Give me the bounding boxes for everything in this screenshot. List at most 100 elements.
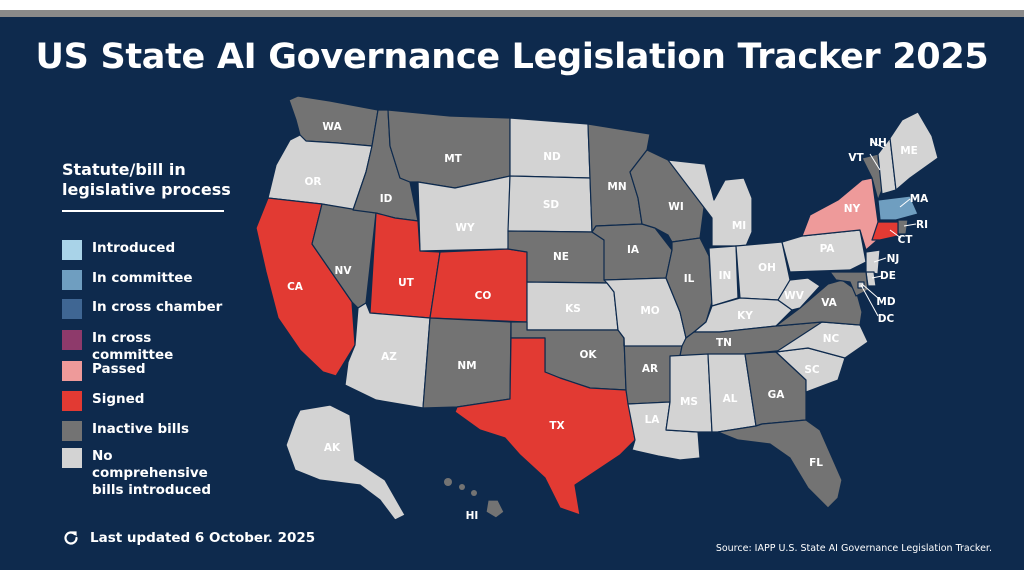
state-hi bbox=[485, 499, 505, 519]
top-accent-bar bbox=[0, 10, 1024, 17]
state-label-nm: NM bbox=[457, 360, 476, 372]
legend-label: Signed bbox=[92, 391, 145, 407]
state-label-fl: FL bbox=[809, 457, 823, 469]
state-label-mt: MT bbox=[444, 153, 462, 165]
state-label-sc: SC bbox=[804, 364, 820, 376]
state-label-wi: WI bbox=[668, 201, 684, 213]
state-me bbox=[889, 111, 939, 191]
state-fl bbox=[717, 419, 843, 509]
state-label-va: VA bbox=[821, 297, 837, 309]
state-label-il: IL bbox=[684, 273, 695, 285]
state-label-ca: CA bbox=[287, 281, 304, 293]
legend-item-committee: In committee bbox=[62, 270, 193, 290]
state-label-in: IN bbox=[719, 270, 732, 282]
state-label-ia: IA bbox=[627, 244, 640, 256]
state-ny bbox=[801, 177, 883, 251]
legend-swatch bbox=[62, 270, 82, 290]
legend-swatch bbox=[62, 391, 82, 411]
state-nj bbox=[865, 249, 881, 275]
legend-item-signed: Signed bbox=[62, 391, 144, 411]
legend: Statute/bill in legislative process Intr… bbox=[62, 160, 232, 498]
state-label-oh: OH bbox=[758, 262, 776, 274]
leader-line bbox=[899, 198, 911, 208]
state-wy bbox=[417, 175, 511, 252]
state-ri bbox=[897, 219, 909, 235]
state-ct bbox=[871, 221, 899, 241]
refresh-icon bbox=[64, 531, 78, 545]
state-ms bbox=[665, 353, 713, 433]
state-label-nv: NV bbox=[335, 265, 353, 277]
leader-line bbox=[871, 275, 883, 279]
state-label-ri: RI bbox=[916, 219, 928, 231]
state-label-al: AL bbox=[723, 393, 738, 405]
legend-label: Passed bbox=[92, 361, 146, 377]
legend-item-cross-chamber: In cross chamber bbox=[62, 299, 222, 319]
leader-line bbox=[889, 229, 902, 239]
state-label-wa: WA bbox=[322, 121, 342, 133]
state-ak bbox=[285, 404, 406, 521]
state-label-id: ID bbox=[380, 193, 393, 205]
state-label-hi: HI bbox=[466, 510, 479, 522]
state-label-wv: WV bbox=[784, 290, 805, 302]
state-hi-island bbox=[471, 490, 477, 496]
state-label-ky: KY bbox=[737, 310, 753, 322]
state-label-vt: VT bbox=[848, 152, 864, 164]
state-label-ut: UT bbox=[398, 277, 415, 289]
legend-item-cross-committee: In cross committee bbox=[62, 330, 232, 364]
leader-line bbox=[871, 141, 885, 149]
state-ma bbox=[877, 195, 919, 221]
state-wv bbox=[777, 277, 821, 311]
state-label-sd: SD bbox=[543, 199, 560, 211]
legend-label: Inactive bills bbox=[92, 421, 190, 437]
state-label-pa: PA bbox=[820, 243, 836, 255]
legend-label: In cross chamber bbox=[92, 299, 223, 315]
state-label-de: DE bbox=[880, 270, 896, 282]
legend-item-introduced: Introduced bbox=[62, 240, 175, 260]
state-hi-island bbox=[444, 478, 452, 486]
state-label-ga: GA bbox=[768, 389, 786, 401]
state-label-ks: KS bbox=[565, 303, 581, 315]
state-label-ma: MA bbox=[910, 193, 929, 205]
legend-divider bbox=[62, 210, 224, 212]
legend-swatch bbox=[62, 330, 82, 350]
state-hi-island bbox=[459, 484, 465, 490]
legend-item-passed: Passed bbox=[62, 361, 146, 381]
state-label-ms: MS bbox=[680, 396, 698, 408]
state-label-tx: TX bbox=[549, 420, 564, 432]
state-label-ny: NY bbox=[844, 203, 861, 215]
state-label-me: ME bbox=[900, 145, 918, 157]
legend-swatch bbox=[62, 240, 82, 260]
legend-swatch bbox=[62, 361, 82, 381]
state-co bbox=[429, 248, 528, 323]
state-label-dc: DC bbox=[878, 313, 895, 325]
state-label-nj: NJ bbox=[887, 253, 900, 265]
state-md bbox=[829, 271, 869, 297]
legend-label: In committee bbox=[92, 270, 193, 286]
state-label-ne: NE bbox=[553, 251, 569, 263]
legend-item-inactive: Inactive bills bbox=[62, 421, 189, 441]
state-label-ar: AR bbox=[642, 363, 658, 375]
legend-swatch bbox=[62, 299, 82, 319]
state-label-ok: OK bbox=[579, 349, 597, 361]
state-mt bbox=[387, 109, 511, 189]
leader-line bbox=[873, 257, 887, 263]
leader-line bbox=[860, 284, 879, 317]
state-label-la: LA bbox=[645, 414, 661, 426]
state-label-tn: TN bbox=[716, 337, 732, 349]
state-label-nh: NH bbox=[869, 137, 887, 149]
state-label-ct: CT bbox=[898, 234, 914, 246]
state-nd bbox=[509, 117, 591, 179]
legend-swatch bbox=[62, 421, 82, 441]
state-label-mo: MO bbox=[640, 305, 659, 317]
leader-line bbox=[869, 153, 881, 171]
state-label-or: OR bbox=[304, 176, 321, 188]
last-updated: Last updated 6 October. 2025 bbox=[62, 529, 315, 547]
state-label-co: CO bbox=[475, 290, 492, 302]
state-tx bbox=[454, 337, 636, 516]
leader-line bbox=[861, 283, 879, 299]
state-label-md: MD bbox=[876, 296, 895, 308]
state-label-wy: WY bbox=[455, 222, 475, 234]
leader-line bbox=[903, 223, 917, 227]
legend-heading: Statute/bill in legislative process bbox=[62, 160, 231, 199]
